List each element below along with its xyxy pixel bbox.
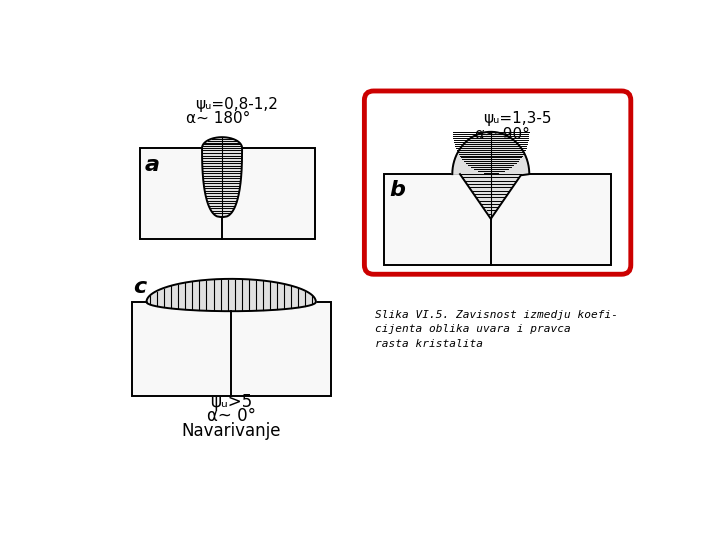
Text: α~ 180°: α~ 180° — [186, 111, 251, 126]
Text: α~ 90°: α~ 90° — [475, 126, 530, 141]
Bar — [384, 174, 611, 265]
Text: a: a — [145, 155, 159, 175]
Text: ψᵤ=0,8-1,2: ψᵤ=0,8-1,2 — [194, 97, 277, 112]
Bar — [132, 302, 330, 396]
Bar — [140, 148, 315, 239]
Polygon shape — [146, 279, 316, 311]
Text: c: c — [133, 276, 146, 296]
Text: α~ 0°: α~ 0° — [207, 407, 256, 425]
Text: b: b — [390, 179, 405, 200]
Text: ψᵤ>5: ψᵤ>5 — [210, 393, 252, 411]
Text: ψᵤ=1,3-5: ψᵤ=1,3-5 — [484, 111, 552, 126]
Text: Slika VI.5. Zavisnost izmedju koefi-
cijenta oblika uvara i pravca
rasta kristal: Slika VI.5. Zavisnost izmedju koefi- cij… — [375, 309, 618, 349]
Polygon shape — [452, 132, 529, 219]
Polygon shape — [202, 137, 242, 217]
Text: Navarivanje: Navarivanje — [181, 422, 281, 440]
FancyBboxPatch shape — [364, 91, 631, 274]
